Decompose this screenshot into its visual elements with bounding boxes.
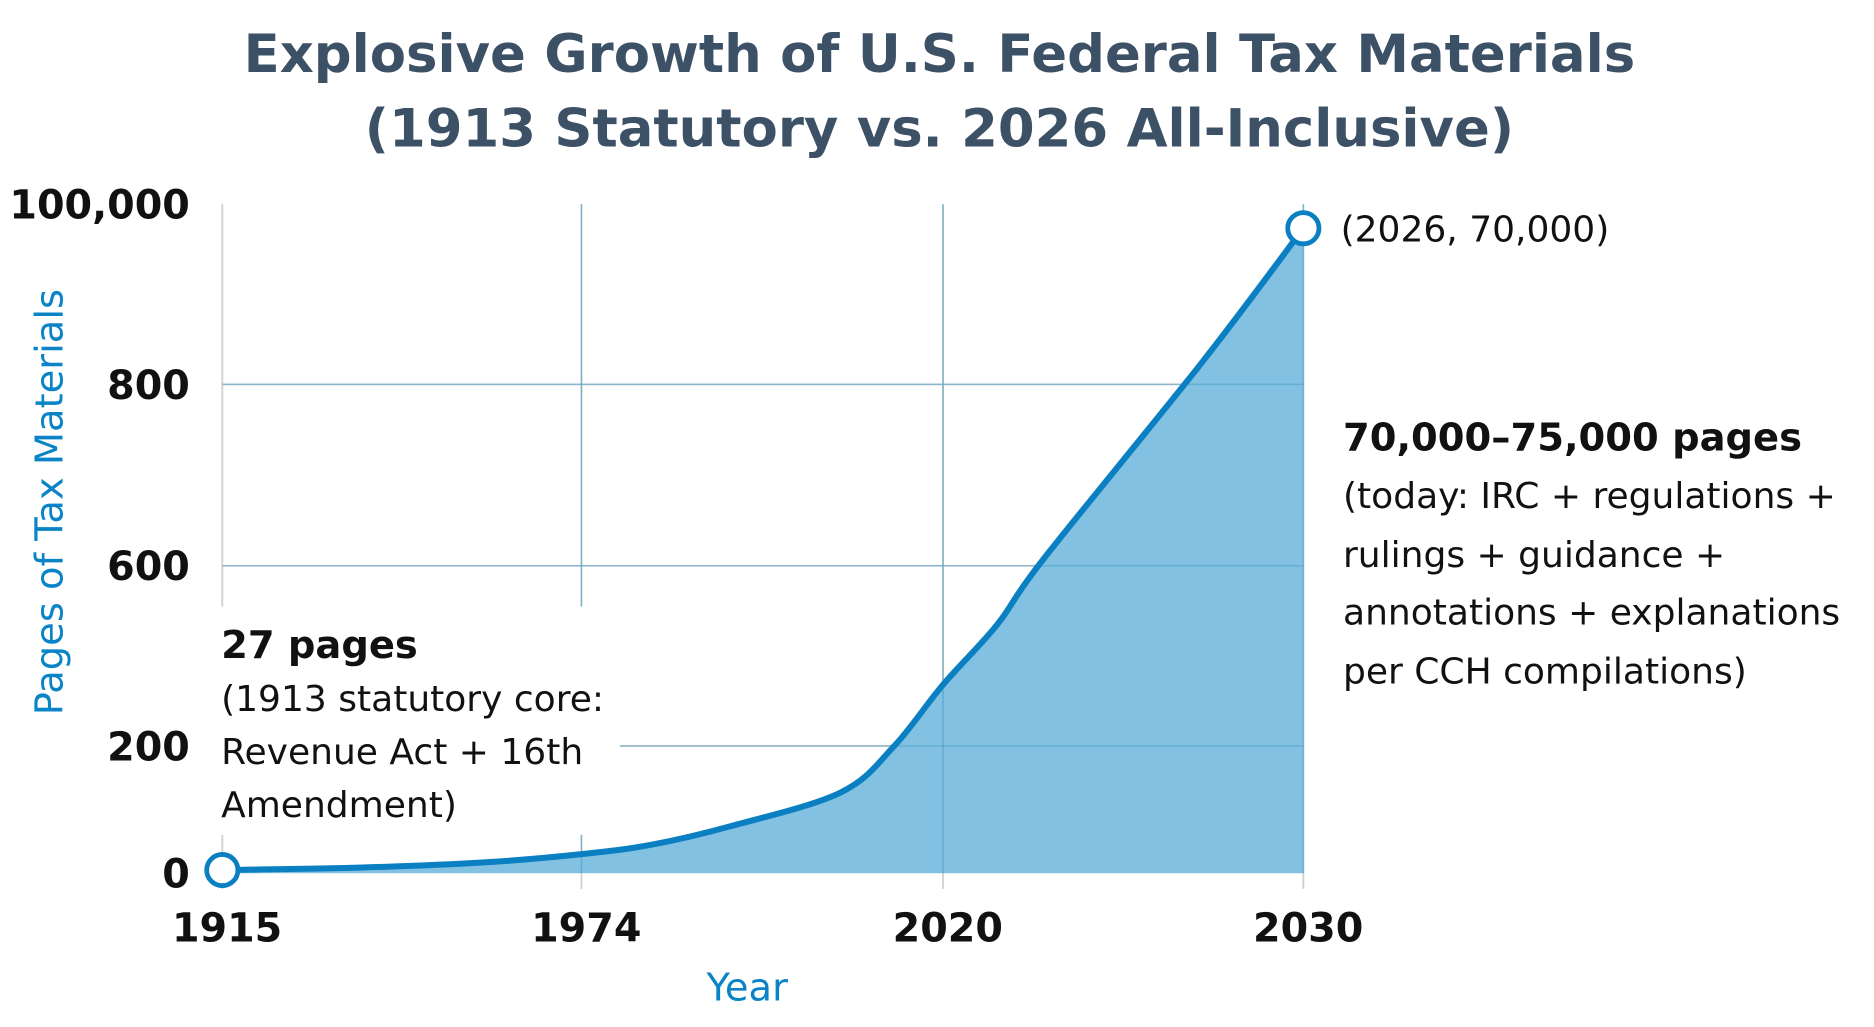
x-tick-label: 1974 (531, 906, 641, 952)
data-point-marker (204, 852, 241, 889)
area-fill (222, 228, 1304, 874)
annotation-left-bg (211, 606, 620, 835)
annotation-left-line: (1913 statutory core: (221, 679, 604, 720)
chart-title: Explosive Growth of U.S. Federal Tax Mat… (244, 24, 1636, 85)
peak-marker-label: (2026, 70,000) (1341, 209, 1610, 250)
x-tick-label: 1915 (172, 906, 282, 952)
x-tick-label: 2030 (1253, 906, 1363, 952)
chart-subtitle: (1913 Statutory vs. 2026 All-Inclusive) (365, 99, 1514, 160)
x-tick-label: 2020 (893, 906, 1003, 952)
y-tick-labels: 0 200 600 800 100,000 (9, 183, 189, 898)
gridlines-over-area (222, 204, 1305, 874)
x-tick-labels: 1915 1974 2020 2030 (172, 906, 1363, 952)
annotation-right-line: per CCH compilations) (1343, 651, 1747, 692)
x-axis-label: Year (706, 966, 789, 1011)
annotation-left-line: Revenue Act + 16th (221, 732, 583, 773)
series-line (222, 226, 1306, 874)
y-tick-label: 600 (107, 544, 190, 590)
annotation-right-line: annotations + explanations (1343, 593, 1840, 634)
y-axis-label: Pages of Tax Materials (28, 289, 73, 715)
annotation-right-line: (today: IRC + regulations + (1343, 476, 1836, 517)
markers (204, 210, 1322, 889)
y-tick-label: 200 (107, 724, 190, 770)
y-tick-label: 0 (162, 852, 190, 898)
annotation-left-heading: 27 pages (221, 623, 418, 668)
y-tick-label: 800 (107, 363, 190, 409)
annotation-right-line: rulings + guidance + (1343, 535, 1725, 576)
annotation-left-line: Amendment) (221, 785, 457, 826)
annotation-right-heading: 70,000–75,000 pages (1343, 415, 1802, 460)
y-tick-label: 100,000 (9, 183, 189, 229)
data-point-marker (1285, 210, 1322, 247)
